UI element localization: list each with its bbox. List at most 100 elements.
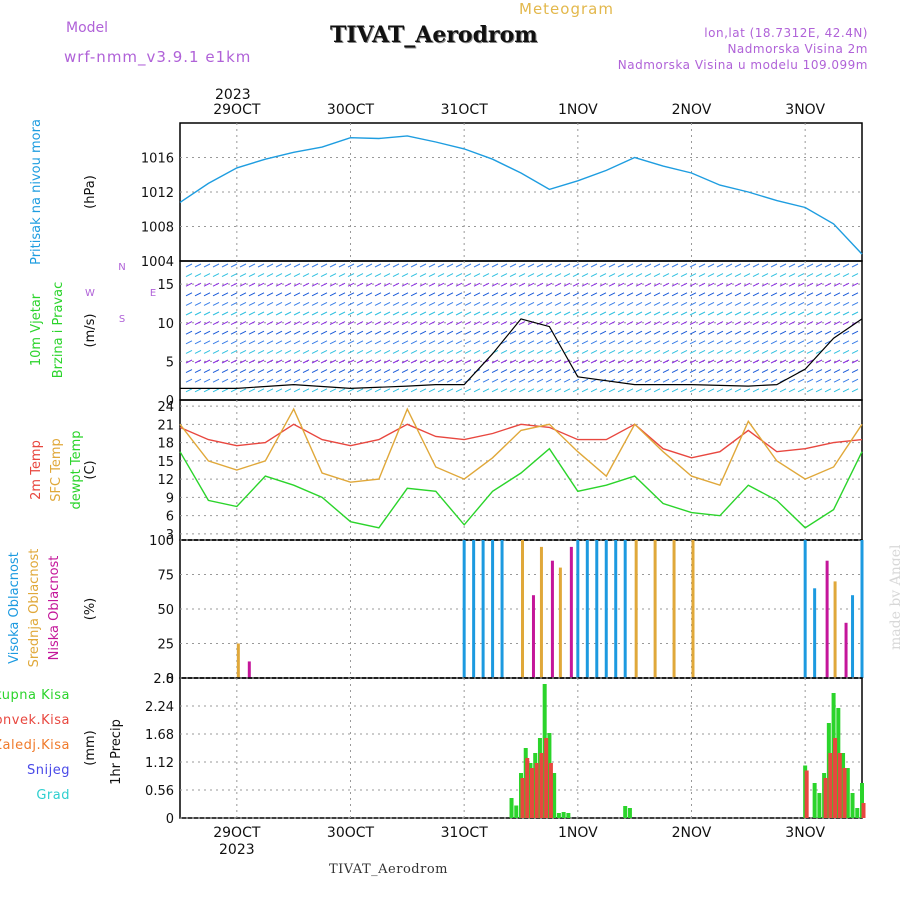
wind-barb: [788, 301, 796, 306]
wind-barb: [185, 340, 193, 345]
wind-barb: [266, 263, 274, 268]
wind-barb: [743, 340, 751, 345]
wind-barb: [320, 340, 328, 345]
wind-barb: [437, 292, 445, 297]
model-altitude-label: Nadmorska Visina u modelu 109.099m: [617, 58, 868, 72]
bar-clouds-0: [576, 540, 580, 678]
bottom-day-label: 3NOV: [785, 825, 825, 841]
wind-barb: [248, 263, 256, 268]
wind-barb: [851, 378, 859, 383]
wind-barb: [428, 378, 436, 383]
wind-speed-line: [180, 318, 863, 390]
wind-barb: [383, 369, 391, 374]
wind-barb: [347, 349, 355, 354]
wind-barb: [320, 321, 328, 326]
wind-barb: [302, 369, 310, 374]
bar-clouds-1: [236, 643, 240, 678]
wind-barb: [221, 349, 229, 354]
wind-barb: [383, 282, 391, 287]
y-tick-label: 5: [166, 355, 174, 370]
wind-barb: [599, 292, 607, 297]
wind-barb: [491, 369, 499, 374]
wind-barb: [734, 388, 742, 393]
wind-barb: [572, 378, 580, 383]
wind-barb: [347, 388, 355, 393]
wind-barb: [482, 349, 490, 354]
bar-precipitation-0: [514, 805, 519, 818]
wind-barb: [500, 340, 508, 345]
cloud-series-title: Srednja Oblacnost: [27, 549, 42, 668]
wind-barb: [185, 273, 193, 278]
wind-barb: [302, 273, 310, 278]
wind-barb: [581, 321, 589, 326]
bottom-year-label: 2023: [219, 842, 255, 858]
wind-barb: [491, 359, 499, 364]
wind-barb: [572, 292, 580, 297]
wind-barb: [257, 292, 265, 297]
wind-barb: [239, 273, 247, 278]
wind-barb: [788, 378, 796, 383]
wind-barb: [752, 369, 760, 374]
wind-barb: [329, 330, 337, 335]
wind-barb: [626, 311, 634, 316]
bar-precipitation-0: [552, 773, 557, 818]
wind-barb: [689, 273, 697, 278]
wind-barb: [311, 282, 319, 287]
wind-barb: [527, 263, 535, 268]
y-tick-label: 75: [157, 569, 174, 584]
wind-barb: [266, 330, 274, 335]
footer-station: TIVAT_Aerodrom: [329, 862, 448, 877]
wind-barb: [329, 388, 337, 393]
wind-barb: [392, 388, 400, 393]
wind-barb: [653, 388, 661, 393]
wind-barb: [554, 349, 562, 354]
wind-barb: [626, 273, 634, 278]
wind-barb: [626, 340, 634, 345]
wind-barb: [716, 349, 724, 354]
wind-barb: [671, 311, 679, 316]
y-tick-label: 1012: [141, 186, 174, 201]
wind-barb: [671, 330, 679, 335]
wind-barb: [329, 311, 337, 316]
wind-barb: [527, 301, 535, 306]
wind-barb: [257, 301, 265, 306]
wind-barb: [599, 311, 607, 316]
wind-barb: [185, 330, 193, 335]
wind-barb: [770, 301, 778, 306]
wind-barb: [275, 388, 283, 393]
wind-barb: [734, 378, 742, 383]
lonlat-label: lon,lat (18.7312E, 42.4N): [704, 26, 868, 40]
y-tick-label: 2.8: [153, 672, 174, 687]
wind-barb: [779, 273, 787, 278]
wind-barb: [617, 273, 625, 278]
wind-barb: [626, 388, 634, 393]
wind-barb: [248, 321, 256, 326]
wind-barb: [734, 292, 742, 297]
wind-barb: [203, 282, 211, 287]
wind-barb: [698, 349, 706, 354]
wind-barb: [644, 330, 652, 335]
wind-barb: [185, 388, 193, 393]
wind-barb: [635, 359, 643, 364]
wind-barb: [842, 349, 850, 354]
wind-barb: [842, 330, 850, 335]
wind-barb: [608, 311, 616, 316]
series-line-pressure-0: [179, 135, 863, 255]
bar-precipitation-1: [525, 758, 530, 818]
wind-barb: [185, 378, 193, 383]
wind-barb: [770, 340, 778, 345]
wind-barb: [500, 282, 508, 287]
wind-barb: [374, 359, 382, 364]
wind-barb: [302, 282, 310, 287]
wind-barb: [230, 330, 238, 335]
wind-barb: [185, 282, 193, 287]
wind-barb: [554, 311, 562, 316]
wind-barb: [419, 330, 427, 335]
wind-barb: [401, 330, 409, 335]
wind-barb: [194, 292, 202, 297]
wind-barb: [851, 369, 859, 374]
bottom-day-label: 2NOV: [672, 825, 712, 841]
wind-barb: [455, 282, 463, 287]
wind-barb: [725, 321, 733, 326]
